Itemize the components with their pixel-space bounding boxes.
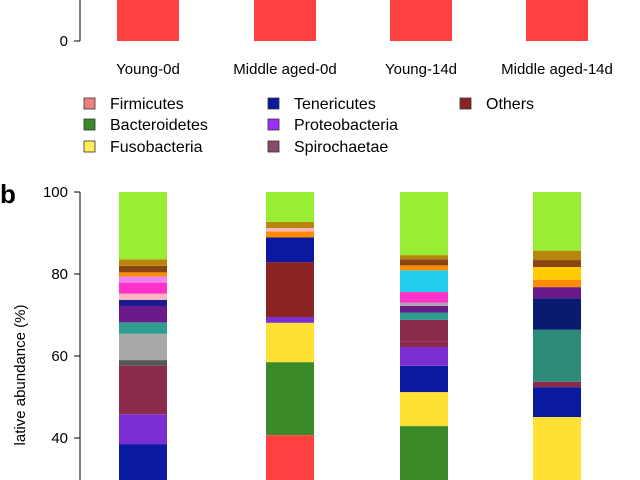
panel-b-bar-segment	[119, 360, 167, 366]
panel-b-bar-segment	[266, 237, 314, 263]
panel-b-bar-segment	[533, 250, 581, 261]
legend-label: Others	[486, 96, 534, 113]
panel-b-bar-segment	[266, 262, 314, 318]
legend-swatch	[267, 118, 280, 131]
panel-a-bar	[390, 0, 452, 41]
panel-b-bar-segment	[533, 260, 581, 268]
panel-b-chart: 40 60 80 100 lative abundance (%)	[12, 184, 581, 480]
panel-b-bar-segment	[400, 292, 448, 303]
panel-b-bar-segment	[533, 267, 581, 280]
panel-b-bar-segment	[400, 341, 448, 347]
panel-a-xtick-label: Middle aged-0d	[233, 61, 336, 78]
panel-b-bar-segment	[400, 467, 448, 480]
panel-b-bar-segment	[400, 365, 448, 393]
panel-b-bar-segment	[266, 231, 314, 238]
panel-b-bar-segment	[119, 322, 167, 334]
panel-b-bar-segment	[266, 228, 314, 232]
legend-swatch	[267, 140, 280, 153]
legend-swatch	[459, 97, 472, 110]
panel-b-ytick-label: 100	[43, 184, 68, 201]
panel-b-bar-segment	[119, 259, 167, 266]
panel-b-bar-segment	[533, 417, 581, 480]
panel-b-bar-segment	[266, 221, 314, 229]
panel-b-bar-segment	[266, 435, 314, 480]
panel-b-bar-segment	[400, 302, 448, 306]
panel-b-bar-segment	[533, 387, 581, 418]
panel-b-bar-segment	[400, 312, 448, 320]
panel-b-bar-segment	[119, 192, 167, 260]
legend-label: Tenericutes	[294, 96, 376, 113]
panel-a-ytick-label: 0	[60, 33, 68, 50]
panel-b-ytick-label: 60	[51, 348, 68, 365]
panel-b-y-axis-label: lative abundance (%)	[12, 305, 29, 446]
panel-b-bar-segment	[400, 270, 448, 293]
panel-a-xtick-label: Young-14d	[385, 61, 457, 78]
panel-b-bar-segment	[400, 255, 448, 260]
panel-a-bar	[526, 0, 588, 41]
panel-b-letter: b	[0, 179, 16, 209]
panel-b-bar-segment	[119, 444, 167, 480]
panel-b-bar-segment	[119, 333, 167, 361]
panel-b-ytick-label: 40	[51, 430, 68, 447]
panel-b-bar-segment	[119, 282, 167, 294]
legend-swatch	[83, 97, 96, 110]
panel-b-bar-segment	[400, 319, 448, 342]
panel-b-bar-segment	[533, 192, 581, 251]
legend-swatch	[83, 118, 96, 131]
panel-b-bar-segment	[400, 265, 448, 271]
panel-b-bar-segment	[533, 287, 581, 299]
legend-swatch	[83, 140, 96, 153]
panel-b-bar-segment	[533, 298, 581, 330]
legend-label: Bacteroidetes	[110, 117, 208, 134]
legend-swatch	[267, 97, 280, 110]
legend-label: Proteobacteria	[294, 117, 398, 134]
panel-b-bar-segment	[533, 329, 581, 382]
panel-b-bar-segment	[119, 276, 167, 283]
panel-b-bar-segment	[119, 365, 167, 415]
panel-b-bar-segment	[266, 317, 314, 323]
legend-label: Firmicutes	[110, 96, 184, 113]
panel-b-bar-segment	[119, 272, 167, 277]
panel-b-bar-segment	[400, 392, 448, 427]
legend-label: Spirochaetae	[294, 139, 388, 156]
panel-a-xtick-label: Young-0d	[116, 61, 180, 78]
panel-b-bar-segment	[533, 381, 581, 388]
panel-a-xtick-label: Middle aged-14d	[501, 61, 613, 78]
panel-a-chart: 0 Young-0d Middle aged-0d Young-14d Middle a…	[60, 0, 613, 78]
panel-b-bar-segment	[119, 305, 167, 323]
panel-b-bar-segment	[400, 192, 448, 256]
panel-b-bar-segment	[533, 279, 581, 288]
panel-b-bar-segment	[119, 299, 167, 306]
panel-b-ytick-label: 80	[51, 266, 68, 283]
panel-b-bar-segment	[266, 362, 314, 436]
legend: Firmicutes Bacteroidetes Fusobacteria Tener…	[83, 96, 534, 156]
panel-a-bar	[254, 0, 316, 41]
panel-b-bar-segment	[400, 259, 448, 266]
panel-b-bar-segment	[400, 346, 448, 366]
panel-b-bar-segment	[119, 414, 167, 445]
panel-a-bar	[117, 0, 179, 41]
panel-b-bar-segment	[119, 293, 167, 300]
panel-b-bar-segment	[266, 322, 314, 363]
panel-b-bar-segment	[119, 265, 167, 273]
panel-b-bar-segment	[266, 192, 314, 222]
panel-b-bar-segment	[400, 305, 448, 313]
legend-label: Fusobacteria	[110, 139, 203, 156]
